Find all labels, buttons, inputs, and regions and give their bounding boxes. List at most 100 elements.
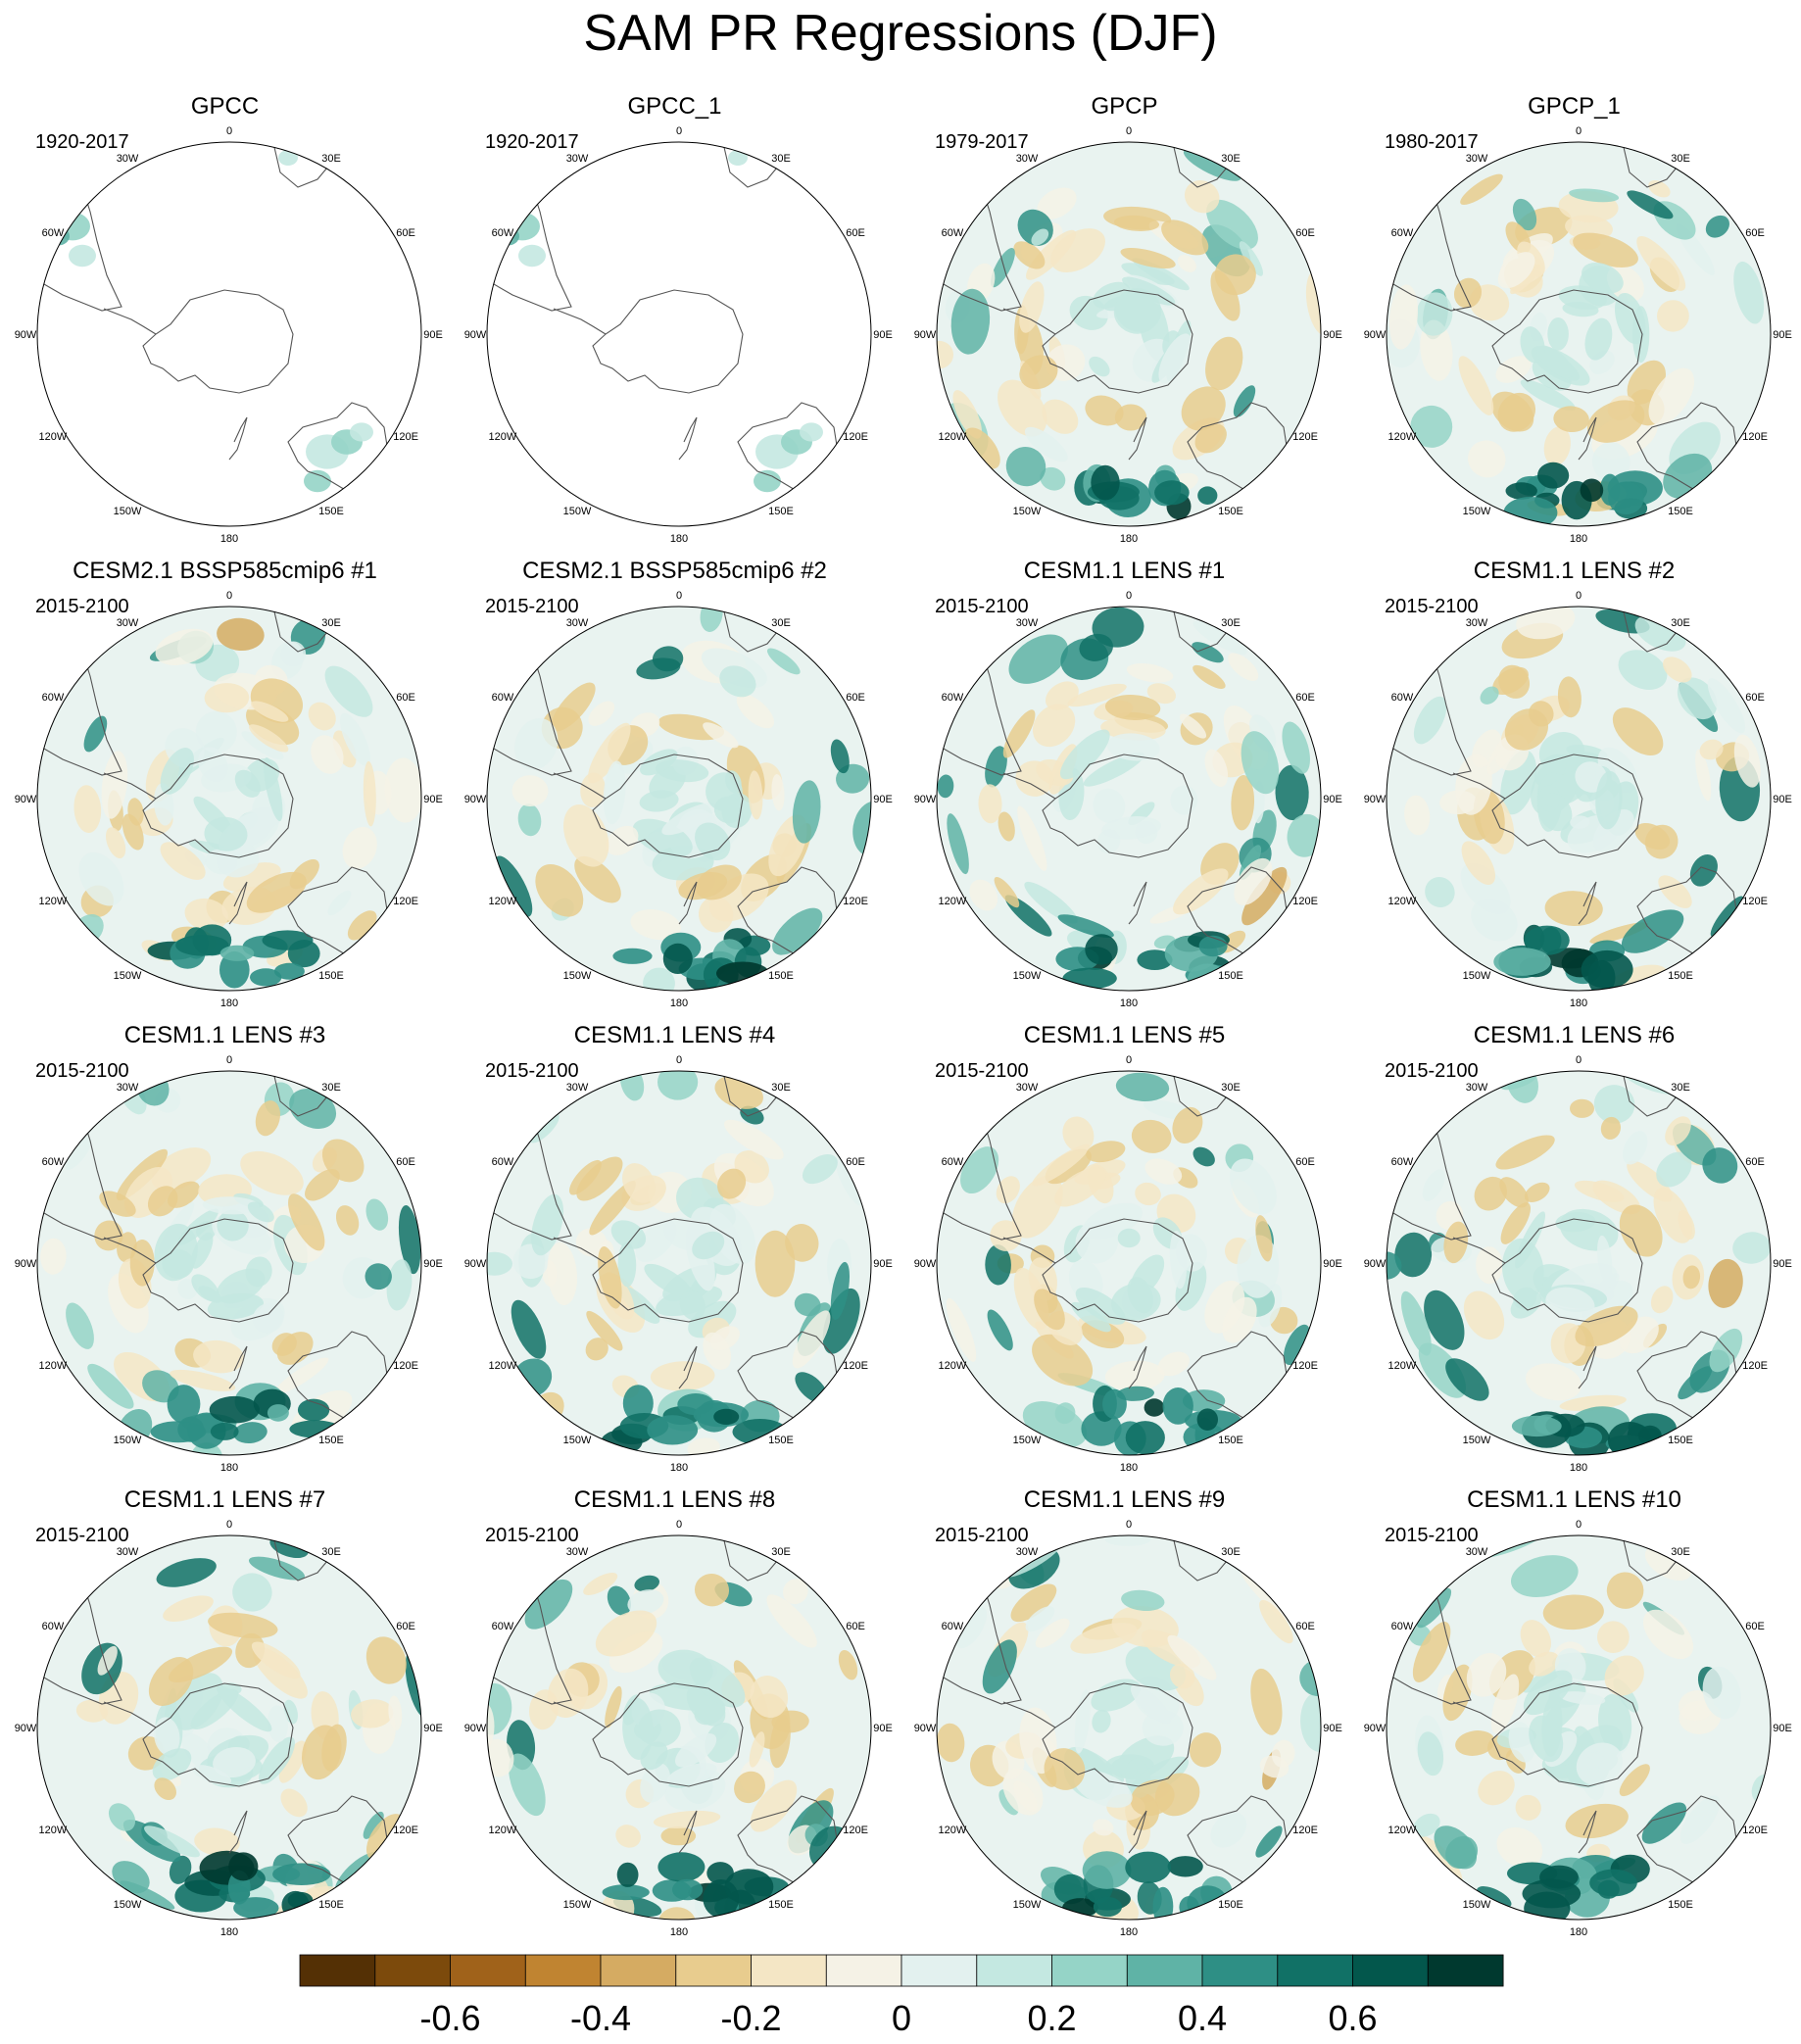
field-blob <box>630 909 681 941</box>
longitude-label: 60E <box>396 1621 415 1632</box>
field-blob <box>644 1263 693 1298</box>
field-blob <box>1154 480 1190 506</box>
field-blob <box>985 1244 1011 1286</box>
longitude-label: 60W <box>1391 1156 1414 1168</box>
field-blob <box>1417 1731 1444 1776</box>
field-blob <box>1193 1146 1215 1167</box>
coastline <box>103 772 157 800</box>
field-blob <box>167 1385 201 1424</box>
field-blob <box>251 701 289 722</box>
longitude-label: 150W <box>1463 1435 1491 1446</box>
coastline <box>487 186 572 312</box>
longitude-label: 30E <box>1671 1546 1690 1558</box>
longitude-label: 0 <box>226 1054 232 1066</box>
field-blob <box>1104 1535 1151 1546</box>
field-blob <box>1695 749 1712 802</box>
panel-period: 2015-2100 <box>935 1525 1029 1546</box>
longitude-label: 30W <box>1016 153 1039 165</box>
field-blob <box>754 469 781 493</box>
field-blob <box>1665 1116 1691 1146</box>
longitude-label: 30E <box>771 1082 791 1094</box>
field-blob <box>1179 713 1207 739</box>
longitude-label: 30E <box>1221 1546 1241 1558</box>
panel-title: CESM1.1 LENS #6 <box>1473 1022 1676 1048</box>
coastline <box>737 1331 839 1421</box>
map-background <box>937 1071 1321 1455</box>
field-blob <box>1468 440 1506 478</box>
field-blob <box>202 1196 260 1215</box>
longitude-label: 90E <box>873 1723 893 1734</box>
field-blob <box>1501 1238 1544 1301</box>
field-blob <box>1443 1221 1469 1264</box>
field-blob <box>1538 732 1585 775</box>
regression-field <box>1387 607 1771 991</box>
map-background <box>1387 1071 1771 1455</box>
field-blob <box>289 858 319 890</box>
field-blob <box>154 1717 180 1756</box>
field-blob <box>1570 815 1590 829</box>
field-blob <box>1234 857 1273 905</box>
coastline <box>737 866 839 956</box>
longitude-label: 120E <box>1742 1825 1768 1836</box>
field-blob <box>728 150 748 166</box>
field-blob <box>1702 1666 1741 1720</box>
longitude-label: 30W <box>566 153 589 165</box>
field-blob <box>640 1763 671 1803</box>
longitude-label: 120W <box>1388 1360 1417 1372</box>
field-blob <box>985 746 1007 788</box>
field-blob <box>250 968 282 987</box>
field-blob <box>1197 486 1218 505</box>
map-boundary <box>486 1534 872 1921</box>
field-blob <box>1412 1622 1451 1682</box>
field-blob <box>1537 793 1573 832</box>
figure-title: SAM PR Regressions (DJF) <box>583 5 1218 62</box>
longitude-label: 90E <box>1773 1723 1792 1734</box>
longitude-label: 150E <box>768 1899 794 1911</box>
longitude-label: 60E <box>846 227 865 239</box>
longitude-label: 90W <box>15 1258 37 1270</box>
field-blob <box>324 665 373 717</box>
field-blob <box>717 1168 747 1199</box>
field-blob <box>585 1338 608 1361</box>
field-blob <box>283 1699 298 1725</box>
panel-period: 1920-2017 <box>485 131 579 153</box>
longitude-label: 30W <box>1466 153 1488 165</box>
field-blob <box>108 1803 136 1831</box>
field-blob <box>617 1241 637 1288</box>
field-blob <box>1104 695 1161 720</box>
field-blob <box>1093 1896 1122 1918</box>
coastline <box>142 1218 294 1323</box>
map-panel: CESM1.1 LENS #7 2015-2100 0 30E 60E 90E 120E 15… <box>0 1486 450 1947</box>
longitude-label: 90W <box>464 329 487 341</box>
longitude-label: 150E <box>318 506 344 517</box>
longitude-label: 30E <box>771 153 791 165</box>
field-blob <box>994 876 1020 908</box>
coastline <box>1187 1331 1289 1421</box>
map-boundary <box>486 606 872 992</box>
field-blob <box>511 1299 547 1359</box>
polar-map: 0 30E 60E 90E 120E 150E 180 150W 120W 90W 60W 30W <box>914 1054 1342 1474</box>
longitude-label: 90W <box>1364 794 1387 805</box>
polar-map: 0 30E 60E 90E 120E 150E 180 150W 120W 90W 60W 30W <box>1364 1519 1792 1938</box>
field-blob <box>1595 770 1623 830</box>
field-blob <box>990 248 1015 288</box>
field-blob <box>1455 754 1492 815</box>
field-blob <box>622 1163 656 1203</box>
panel-period: 2015-2100 <box>35 596 129 617</box>
field-blob <box>1075 1287 1126 1325</box>
longitude-label: 30W <box>566 617 589 629</box>
field-blob <box>1623 1131 1648 1165</box>
field-blob <box>194 1827 240 1856</box>
field-blob <box>1031 228 1049 246</box>
field-blob <box>99 1191 136 1217</box>
longitude-label: 30E <box>321 1546 341 1558</box>
field-blob <box>692 1231 725 1260</box>
field-blob <box>1537 462 1570 489</box>
longitude-label: 150E <box>1668 1435 1693 1446</box>
map-boundary <box>936 1070 1322 1456</box>
field-blob <box>1114 404 1147 431</box>
map-panel: CESM2.1 BSSP585cmip6 #1 2015-2100 0 30E 60E 9… <box>0 558 450 1018</box>
field-blob <box>351 1699 394 1728</box>
field-blob <box>769 1714 791 1769</box>
field-blob <box>1662 657 1692 683</box>
